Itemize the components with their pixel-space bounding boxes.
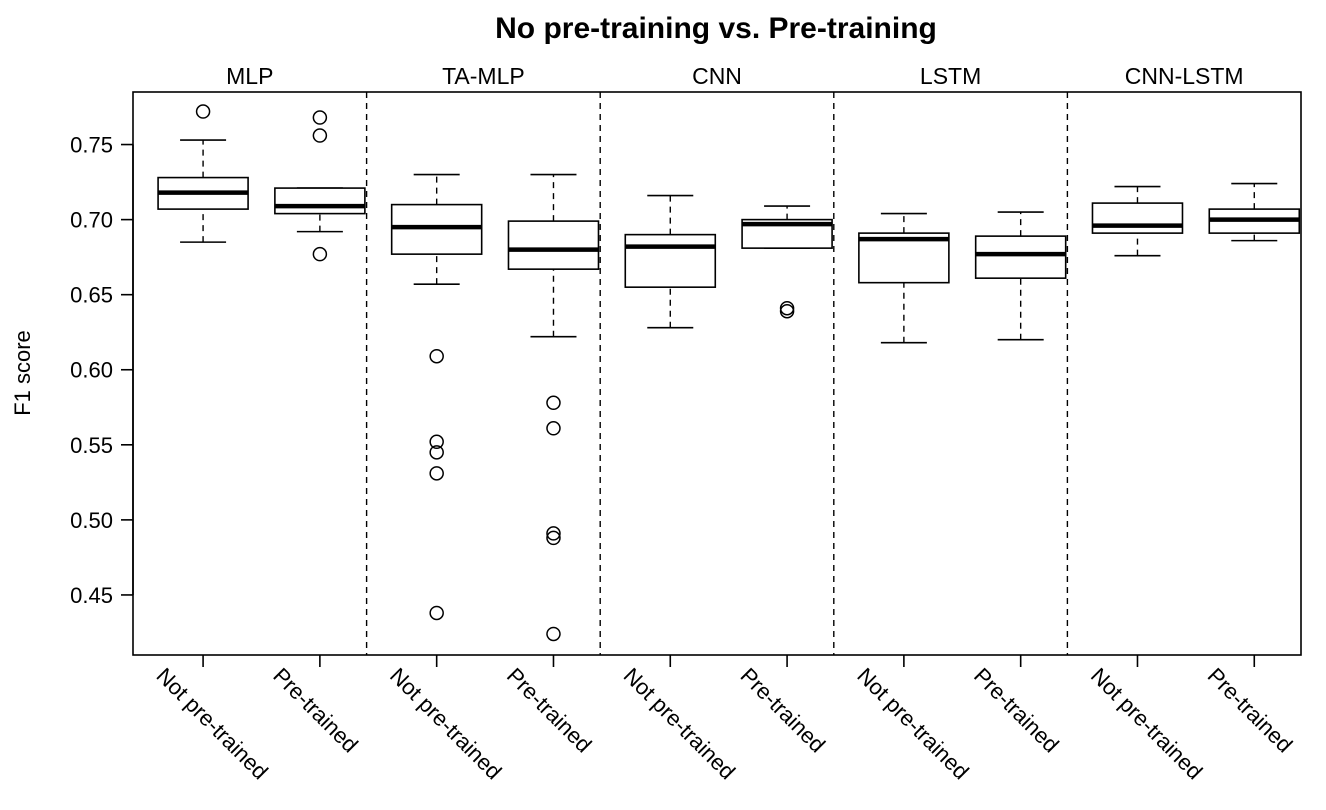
iqr-box <box>1091 202 1184 234</box>
y-tick-label: 0.75 <box>70 133 113 158</box>
box-lstm-pretrained <box>974 211 1067 341</box>
box-cnn-not-pretrained <box>624 194 717 329</box>
group-label: CNN <box>692 63 742 89</box>
outlier-point <box>779 303 795 319</box>
y-tick-label: 0.50 <box>70 508 113 533</box>
box-cnn-lstm-pretrained <box>1208 182 1301 242</box>
outlier-point <box>429 434 444 450</box>
x-tick-label: Pre-trained <box>736 663 831 758</box>
outlier-point <box>429 466 444 481</box>
group-label: CNN-LSTM <box>1125 63 1244 89</box>
iqr-box <box>624 233 717 288</box>
y-tick-label: 0.65 <box>70 283 113 308</box>
x-tick-label: Pre-trained <box>969 663 1064 758</box>
x-tick-label: Not pre-trained <box>152 663 273 784</box>
outlier-point <box>312 110 328 125</box>
box-ta-mlp-pretrained <box>507 173 600 642</box>
outlier-point <box>312 246 328 262</box>
y-axis-label: F1 score <box>10 330 35 416</box>
outlier-point <box>312 128 328 143</box>
iqr-box <box>507 220 600 270</box>
x-tick-label: Pre-trained <box>268 663 363 758</box>
outlier-point <box>429 605 444 621</box>
outlier-point <box>779 300 795 316</box>
box-cnn-lstm-not-pretrained <box>1091 185 1184 257</box>
iqr-box <box>390 203 483 255</box>
iqr-box <box>858 232 950 284</box>
y-tick-label: 0.45 <box>70 583 113 608</box>
plot-frame <box>132 91 1302 656</box>
x-tick-label: Not pre-trained <box>1086 663 1207 784</box>
y-tick-label: 0.60 <box>70 358 113 383</box>
chart-title: No pre-training vs. Pre-training <box>495 12 937 45</box>
boxes <box>157 104 1301 642</box>
y-tick-label: 0.70 <box>70 208 113 233</box>
outlier-point <box>546 530 561 546</box>
x-tick-label: Not pre-trained <box>619 663 740 784</box>
outlier-point <box>429 445 444 460</box>
outlier-point <box>195 104 211 119</box>
box-mlp-pretrained <box>274 110 366 262</box>
iqr-box <box>274 187 366 215</box>
outlier-point <box>546 395 561 411</box>
panel-separators <box>365 92 1069 655</box>
outlier-point <box>546 526 561 541</box>
y-tick-label: 0.55 <box>70 433 113 458</box>
group-label: LSTM <box>920 63 981 89</box>
box-mlp-not-pretrained <box>157 104 249 243</box>
iqr-box <box>974 235 1067 279</box>
box-cnn-pretrained <box>741 205 833 319</box>
x-tick-label: Pre-trained <box>502 663 597 758</box>
box-lstm-not-pretrained <box>858 212 950 344</box>
outlier-point <box>546 421 561 436</box>
outlier-point <box>429 348 444 364</box>
x-tick-label: Not pre-trained <box>385 663 506 784</box>
x-tick-label: Pre-trained <box>1203 663 1298 758</box>
x-tick-label: Not pre-trained <box>852 663 973 784</box>
y-axis: 0.45 0.50 0.55 0.60 0.65 0.70 0.75 <box>70 133 134 608</box>
group-labels: MLP TA-MLP CNN LSTM CNN-LSTM <box>226 63 1243 89</box>
group-label: TA-MLP <box>442 63 525 89</box>
group-label: MLP <box>226 63 273 89</box>
outlier-point <box>546 626 561 642</box>
box-ta-mlp-not-pretrained <box>390 173 483 621</box>
